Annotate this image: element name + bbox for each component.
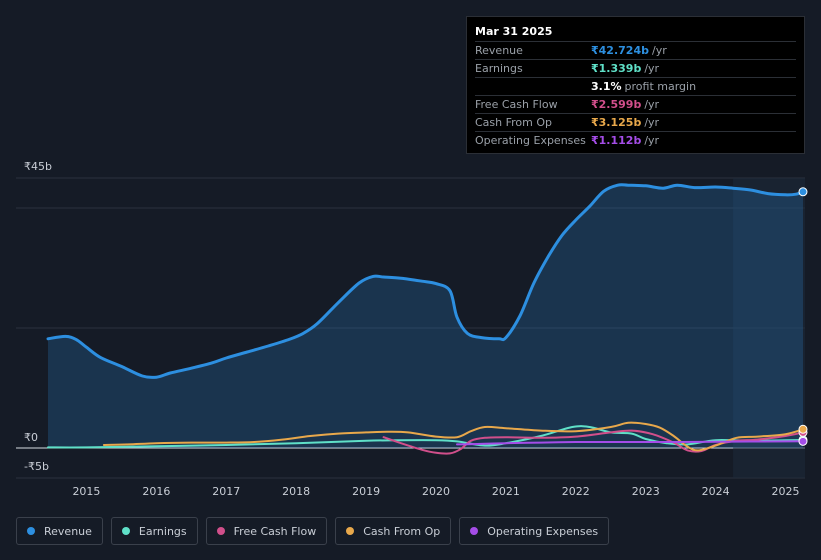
legend-item-cash-from-op[interactable]: Cash From Op bbox=[335, 517, 452, 545]
tooltip-label: Cash From Op bbox=[475, 116, 553, 129]
tooltip-unit: /yr bbox=[644, 134, 660, 147]
revenue-area-layer bbox=[48, 184, 803, 448]
revenue-line bbox=[46, 183, 805, 380]
x-tick-label: 2016 bbox=[142, 485, 170, 498]
tooltip-date: Mar 31 2025 bbox=[475, 23, 796, 42]
cash-from-op-end-marker bbox=[798, 424, 808, 434]
x-tick-label: 2018 bbox=[282, 485, 310, 498]
x-tick-label: 2015 bbox=[72, 485, 100, 498]
tooltip-row-earnings: Earnings ₹1.339b /yr bbox=[475, 60, 796, 78]
tooltip-label: Revenue bbox=[475, 44, 523, 57]
legend-item-revenue[interactable]: Revenue bbox=[16, 517, 103, 545]
end-marker-layer bbox=[798, 187, 808, 446]
x-tick-label: 2022 bbox=[562, 485, 590, 498]
legend-dot-icon bbox=[346, 527, 355, 535]
tooltip-unit: /yr bbox=[644, 62, 660, 75]
x-tick-label: 2021 bbox=[492, 485, 520, 498]
tooltip-value: ₹42.724b bbox=[591, 44, 649, 57]
y-tick-label-zero: ₹0 bbox=[24, 431, 38, 444]
operating-expenses-end-marker bbox=[798, 436, 808, 446]
tooltip-value: ₹2.599b bbox=[591, 98, 642, 111]
legend-label: Free Cash Flow bbox=[233, 524, 317, 538]
x-tick-label: 2025 bbox=[772, 485, 800, 498]
tooltip-label: Free Cash Flow bbox=[475, 98, 558, 111]
forecast-shade bbox=[733, 178, 805, 478]
tooltip-unit: /yr bbox=[644, 116, 660, 129]
x-tick-label: 2020 bbox=[422, 485, 450, 498]
tooltip-row-cfo: Cash From Op ₹3.125b /yr bbox=[475, 114, 796, 132]
legend-label: Operating Expenses bbox=[487, 524, 599, 538]
tooltip-label: Operating Expenses bbox=[475, 134, 586, 147]
y-tick-label-negative: -₹5b bbox=[24, 460, 49, 473]
legend-dot-icon bbox=[27, 527, 35, 535]
legend-label: Earnings bbox=[138, 524, 187, 538]
tooltip-panel: Mar 31 2025 Revenue ₹42.724b /yr Earning… bbox=[466, 16, 805, 154]
tooltip-label bbox=[475, 78, 591, 95]
x-axis-labels: 2015 2016 2017 2018 2019 2020 2021 2022 2023 2024… bbox=[72, 485, 799, 498]
legend-dot-icon bbox=[470, 527, 479, 535]
x-tick-label: 2019 bbox=[352, 485, 380, 498]
tooltip-row-revenue: Revenue ₹42.724b /yr bbox=[475, 42, 796, 60]
chart-legend: Revenue Earnings Free Cash Flow Cash Fro… bbox=[16, 517, 617, 547]
legend-item-free-cash-flow[interactable]: Free Cash Flow bbox=[205, 517, 328, 545]
x-tick-label: 2024 bbox=[702, 485, 730, 498]
legend-label: Cash From Op bbox=[363, 524, 441, 538]
legend-item-earnings[interactable]: Earnings bbox=[110, 517, 198, 545]
legend-dot-icon bbox=[121, 527, 130, 535]
cash-from-op-line bbox=[102, 421, 804, 452]
series-line-layer bbox=[46, 183, 805, 455]
tooltip-label: Earnings bbox=[475, 62, 523, 75]
tooltip-unit: /yr bbox=[644, 98, 660, 111]
tooltip-value: 3.1% bbox=[591, 80, 622, 93]
grid-lines bbox=[16, 177, 805, 479]
legend-item-operating-expenses[interactable]: Operating Expenses bbox=[459, 517, 610, 545]
legend-label: Revenue bbox=[44, 524, 92, 538]
operating-expenses-line bbox=[456, 440, 804, 446]
tooltip-row-opex: Operating Expenses ₹1.112b /yr bbox=[475, 132, 796, 149]
x-tick-label: 2023 bbox=[632, 485, 660, 498]
tooltip-value: ₹1.339b bbox=[591, 62, 642, 75]
revenue-end-marker bbox=[798, 187, 808, 197]
legend-dot-icon bbox=[216, 527, 225, 535]
x-tick-label: 2017 bbox=[212, 485, 240, 498]
tooltip-unit: profit margin bbox=[624, 80, 697, 93]
tooltip-value: ₹3.125b bbox=[591, 116, 642, 129]
tooltip-value: ₹1.112b bbox=[591, 134, 642, 147]
tooltip-row-fcf: Free Cash Flow ₹2.599b /yr bbox=[475, 96, 796, 114]
y-tick-label-top: ₹45b bbox=[24, 160, 52, 173]
revenue-area bbox=[48, 184, 803, 448]
tooltip-row-margin: 3.1% profit margin bbox=[475, 78, 796, 96]
tooltip-unit: /yr bbox=[651, 44, 667, 57]
